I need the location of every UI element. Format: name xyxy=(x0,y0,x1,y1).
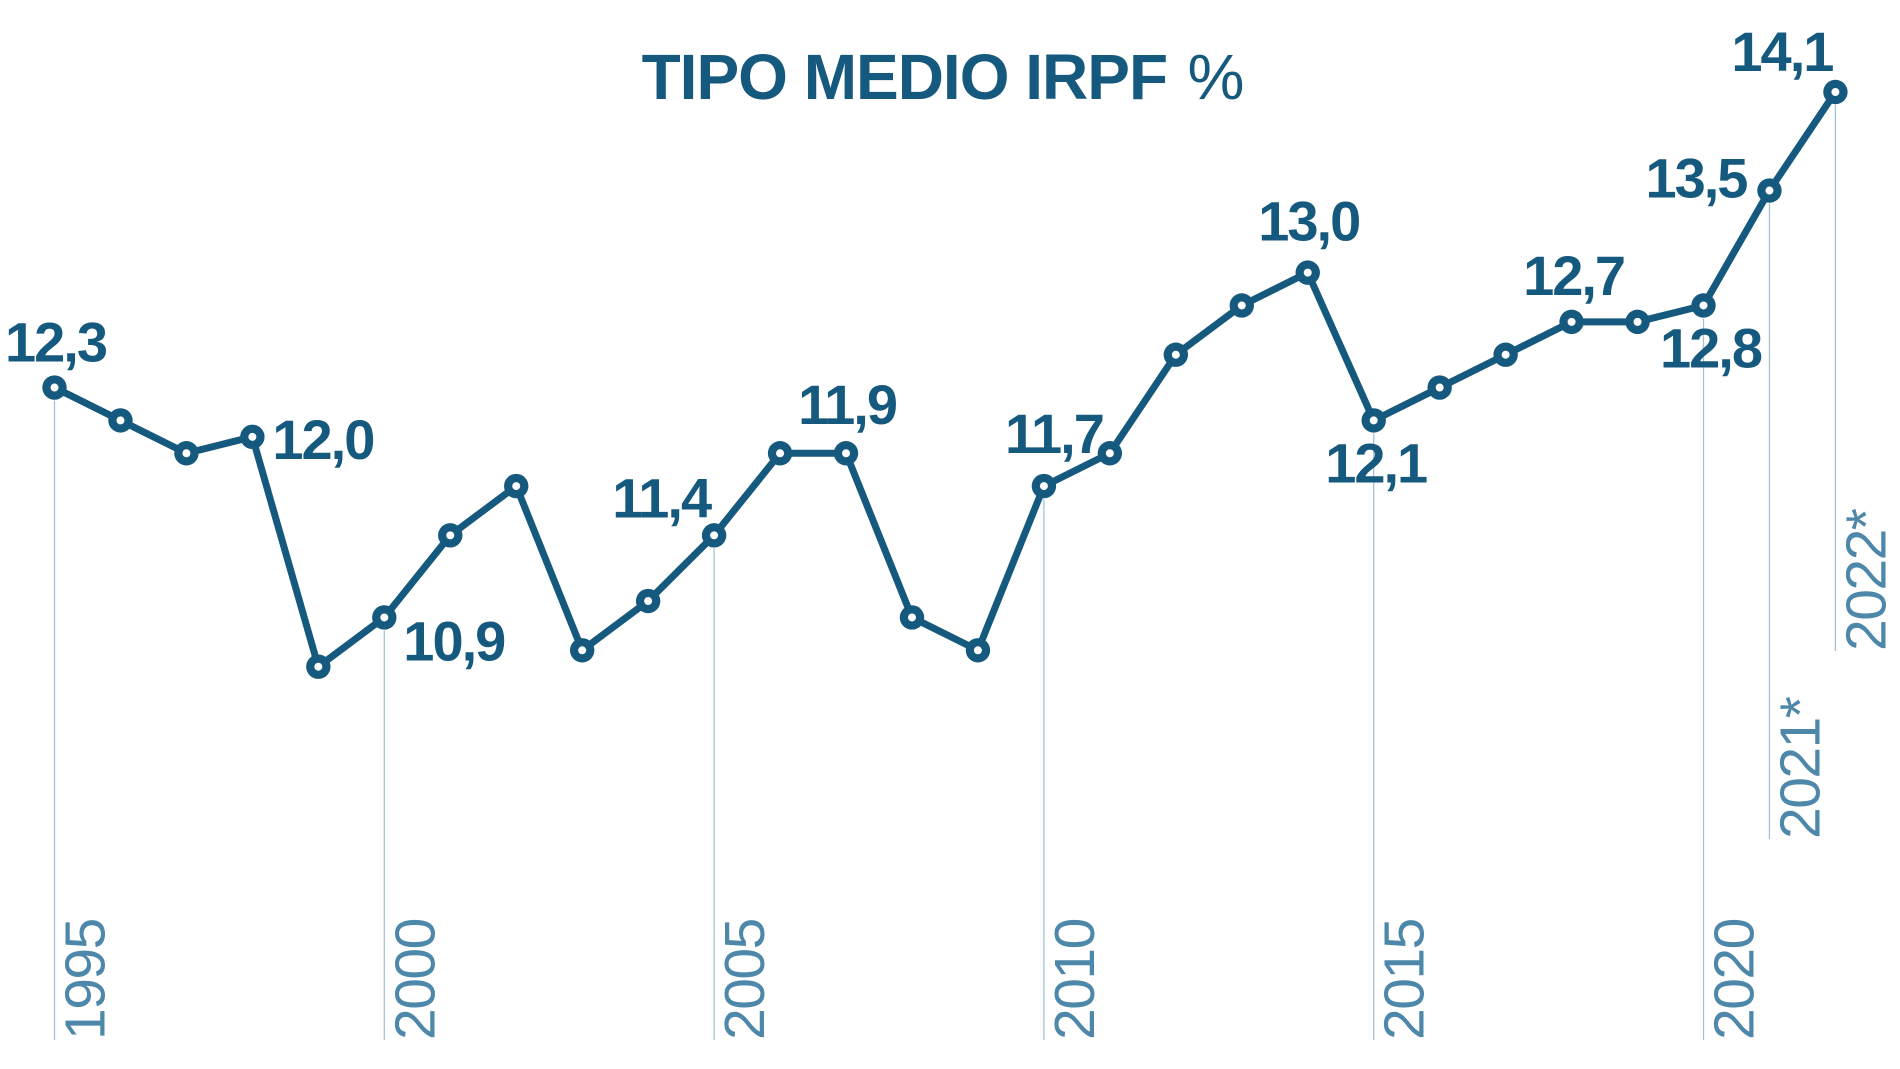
value-label-2021: 13,5 xyxy=(1645,147,1747,210)
data-point-center-2002 xyxy=(512,482,521,491)
points-layer xyxy=(42,79,1848,679)
data-point-center-2005 xyxy=(710,531,719,540)
data-point-center-2019 xyxy=(1633,317,1642,326)
value-label-1995: 12,3 xyxy=(5,311,107,374)
data-point-center-1998 xyxy=(248,432,257,441)
data-point-center-2009 xyxy=(973,646,982,655)
x-tick-label-2000: 2000 xyxy=(383,919,447,1040)
data-point-center-2020 xyxy=(1699,301,1708,310)
value-label-2007: 11,9 xyxy=(798,373,897,436)
value-label-2018: 12,7 xyxy=(1523,244,1624,307)
chart-title-text: TIPO MEDIO IRPF xyxy=(642,41,1167,113)
x-tick-label-1995: 1995 xyxy=(54,919,118,1040)
x-tick-label-2010: 2010 xyxy=(1043,919,1107,1040)
value-label-2020: 12,8 xyxy=(1660,316,1762,379)
data-point-center-2004 xyxy=(644,597,653,606)
data-point-center-2011 xyxy=(1105,449,1114,458)
value-label-2010: 11,7 xyxy=(1005,402,1103,465)
data-point-center-2006 xyxy=(776,449,785,458)
x-tick-label-2021: 2021* xyxy=(1768,696,1832,839)
value-label-2000: 10,9 xyxy=(403,609,505,672)
data-point-center-2018 xyxy=(1567,317,1576,326)
data-point-center-2016 xyxy=(1435,383,1444,392)
x-tick-label-2022: 2022* xyxy=(1834,508,1898,651)
data-point-center-2012 xyxy=(1171,350,1180,359)
data-point-center-2010 xyxy=(1039,482,1048,491)
data-point-center-2008 xyxy=(907,613,916,622)
value-label-2005: 11,4 xyxy=(612,466,712,529)
chart-title: TIPO MEDIO IRPF % xyxy=(642,41,1245,113)
data-point-center-1996 xyxy=(116,416,125,425)
value-label-2022: 14,1 xyxy=(1731,20,1833,83)
data-point-center-2022 xyxy=(1831,88,1840,96)
series-layer xyxy=(51,88,1839,671)
x-tick-label-2020: 2020 xyxy=(1703,919,1767,1040)
data-point-center-2000 xyxy=(380,613,389,622)
data-point-center-2017 xyxy=(1501,350,1510,359)
data-point-center-2001 xyxy=(446,531,455,540)
data-point-center-2007 xyxy=(842,449,851,458)
data-point-center-1999 xyxy=(314,662,323,671)
data-point-center-2021 xyxy=(1765,186,1774,195)
value-labels-layer: 12,3 12,0 10,9 11,4 11,9 11,7 13,0 12,1 12,7 12,8… xyxy=(5,20,1835,672)
data-point-center-2003 xyxy=(578,646,587,655)
chart-title-percent-sign: % xyxy=(1188,41,1245,113)
value-label-2015: 12,1 xyxy=(1325,431,1427,494)
data-point-center-1997 xyxy=(182,449,191,458)
data-point-center-2014 xyxy=(1303,268,1312,277)
series-line xyxy=(51,88,1839,671)
x-tick-label-2005: 2005 xyxy=(713,919,777,1040)
value-label-2014: 13,0 xyxy=(1258,190,1359,253)
data-point-center-1995 xyxy=(50,383,59,392)
value-label-1998: 12,0 xyxy=(272,408,373,471)
x-tick-label-2015: 2015 xyxy=(1373,919,1437,1040)
data-point-center-2013 xyxy=(1237,301,1246,310)
data-point-center-2015 xyxy=(1369,416,1378,425)
gridlines-layer xyxy=(53,105,1837,1040)
x-axis-layer: 1995 2000 2005 2010 2015 2020 2021*2022* xyxy=(54,508,1899,1040)
